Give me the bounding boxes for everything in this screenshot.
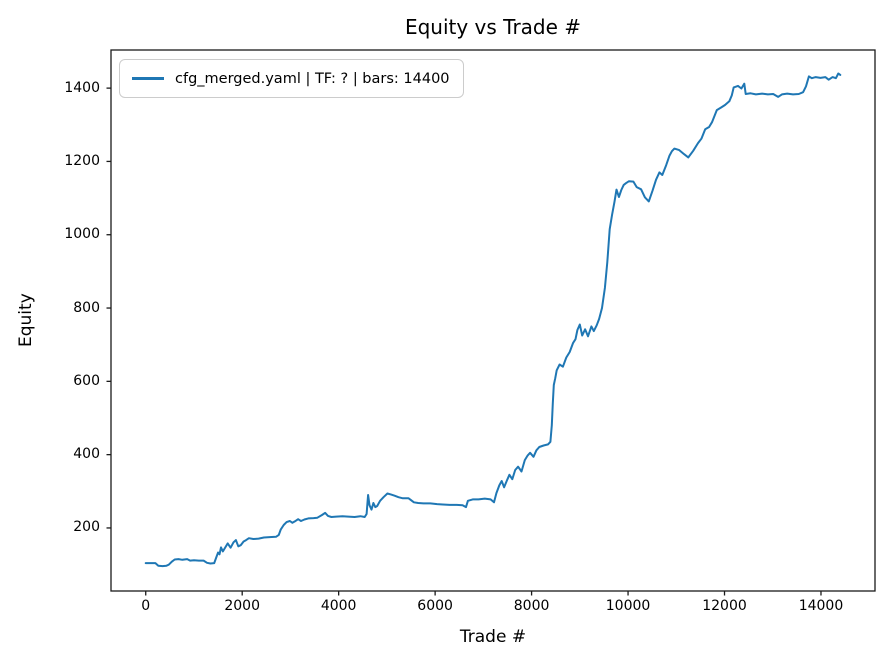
x-tick-label: 8000 [513,598,550,614]
x-tick-label: 6000 [417,598,453,614]
y-tick-label: 1200 [64,152,100,169]
y-tick-label: 800 [73,299,100,316]
x-axis-label: Trade # [459,627,527,647]
y-tick-label: 1000 [64,226,100,243]
equity-curve [144,72,842,568]
legend-line-sample [132,77,164,80]
legend-label: cfg_merged.yaml | TF: ? | bars: 14400 [175,70,450,87]
y-tick-label: 200 [73,519,100,536]
x-tick-label: 14000 [798,598,844,614]
x-tick-label: 12000 [702,598,747,614]
x-tick-label: 4000 [320,598,357,614]
legend: cfg_merged.yaml | TF: ? | bars: 14400 [119,59,464,98]
chart-title: Equity vs Trade # [404,15,582,39]
y-tick-label: 600 [73,372,100,389]
y-tick-label: 1400 [64,79,100,96]
y-tick-label: 400 [73,446,100,463]
y-axis-label: Equity [16,293,36,348]
plot-spines [110,49,876,592]
x-tick-label: 10000 [605,598,651,614]
x-tick-label: 0 [141,598,151,614]
x-tick-label: 2000 [224,598,260,614]
